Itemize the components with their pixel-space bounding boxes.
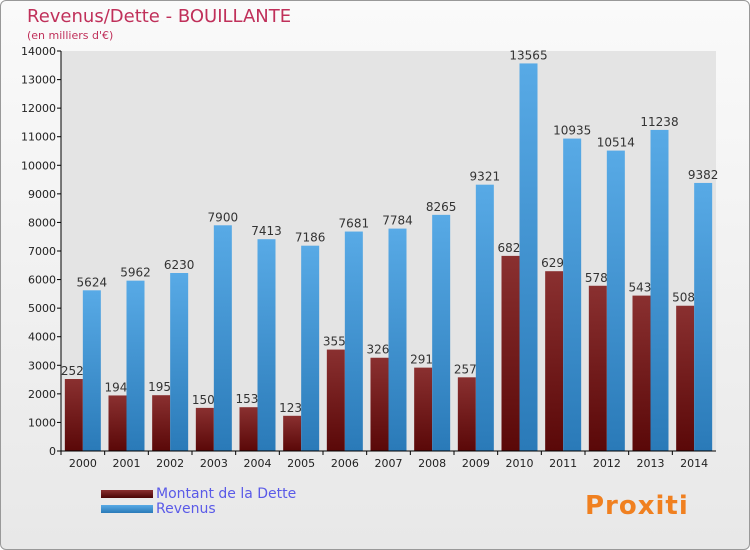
- bar-dette: [239, 407, 258, 451]
- bar-revenus: [606, 150, 625, 451]
- x-tick-label: 2014: [680, 457, 708, 470]
- x-tick-label: 2010: [506, 457, 534, 470]
- bar-dette: [108, 395, 127, 451]
- x-tick-label: 2001: [113, 457, 141, 470]
- value-label-revenus: 7784: [382, 214, 413, 228]
- y-tick-label: 9000: [28, 188, 56, 201]
- x-tick-label: 2012: [593, 457, 621, 470]
- y-tick-label: 3000: [28, 359, 56, 372]
- bar-dette: [545, 271, 564, 451]
- bar-revenus: [388, 228, 407, 451]
- x-tick-label: 2006: [331, 457, 359, 470]
- value-label-revenus: 5624: [77, 275, 108, 289]
- y-tick-label: 10000: [21, 159, 56, 172]
- bar-revenus: [213, 225, 232, 451]
- bar-dette: [152, 395, 171, 451]
- bar-dette: [414, 367, 433, 451]
- legend-label-revenus: Revenus: [156, 501, 216, 517]
- value-label-revenus: 7681: [339, 217, 370, 231]
- bar-revenus: [694, 182, 713, 451]
- value-label-revenus: 13565: [509, 48, 547, 62]
- bar-dette: [457, 377, 476, 451]
- y-tick-label: 6000: [28, 274, 56, 287]
- y-tick-label: 8000: [28, 216, 56, 229]
- legend-label-dette: Montant de la Dette: [156, 486, 297, 502]
- bar-revenus: [432, 214, 451, 451]
- bar-dette: [370, 357, 389, 451]
- legend-swatch-dette: [101, 490, 153, 498]
- y-tick-label: 14000: [21, 45, 56, 58]
- bar-dette: [326, 349, 345, 451]
- bar-dette: [632, 295, 651, 451]
- value-label-revenus: 10514: [597, 136, 635, 150]
- value-label-revenus: 6230: [164, 258, 195, 272]
- y-tick-label: 0: [49, 445, 56, 458]
- value-label-revenus: 7900: [208, 210, 239, 224]
- y-tick-label: 12000: [21, 102, 56, 115]
- value-label-revenus: 7186: [295, 231, 326, 245]
- bar-revenus: [126, 280, 145, 451]
- value-label-revenus: 10935: [553, 124, 591, 138]
- bar-revenus: [301, 245, 320, 451]
- bar-dette: [501, 255, 520, 451]
- y-tick-label: 5000: [28, 302, 56, 315]
- x-tick-label: 2011: [549, 457, 577, 470]
- x-tick-label: 2007: [375, 457, 403, 470]
- proxiti-logo: Proxiti: [585, 491, 689, 521]
- value-label-revenus: 8265: [426, 200, 457, 214]
- value-label-revenus: 7413: [251, 224, 282, 238]
- bar-dette: [195, 407, 214, 451]
- bar-revenus: [563, 138, 582, 452]
- x-tick-label: 2008: [418, 457, 446, 470]
- bar-dette: [676, 305, 695, 451]
- bar-dette: [588, 285, 607, 451]
- y-tick-label: 2000: [28, 388, 56, 401]
- value-label-revenus: 11238: [640, 115, 678, 129]
- y-tick-label: 11000: [21, 131, 56, 144]
- x-tick-label: 2013: [637, 457, 665, 470]
- y-tick-label: 13000: [21, 74, 56, 87]
- chart-title: Revenus/Dette - BOUILLANTE: [27, 6, 292, 27]
- x-tick-label: 2004: [244, 457, 272, 470]
- bar-dette: [64, 379, 83, 451]
- bar-revenus: [82, 290, 101, 451]
- bar-revenus: [344, 231, 363, 451]
- bar-dette: [283, 415, 302, 451]
- x-tick-label: 2003: [200, 457, 228, 470]
- y-tick-label: 7000: [28, 245, 56, 258]
- y-tick-label: 1000: [28, 416, 56, 429]
- legend-swatch-revenus: [101, 505, 153, 513]
- x-tick-label: 2005: [287, 457, 315, 470]
- bar-revenus: [257, 239, 276, 451]
- chart-subtitle: (en milliers d'€): [27, 29, 114, 42]
- bar-revenus: [475, 184, 494, 451]
- y-tick-label: 4000: [28, 331, 56, 344]
- x-tick-label: 2009: [462, 457, 490, 470]
- bar-revenus: [170, 273, 189, 451]
- x-tick-label: 2002: [156, 457, 184, 470]
- bar-revenus: [519, 63, 538, 452]
- x-tick-label: 2000: [69, 457, 97, 470]
- bar-revenus: [650, 129, 669, 451]
- value-label-revenus: 5962: [120, 266, 151, 280]
- value-label-revenus: 9382: [688, 168, 719, 182]
- value-label-revenus: 9321: [470, 170, 501, 184]
